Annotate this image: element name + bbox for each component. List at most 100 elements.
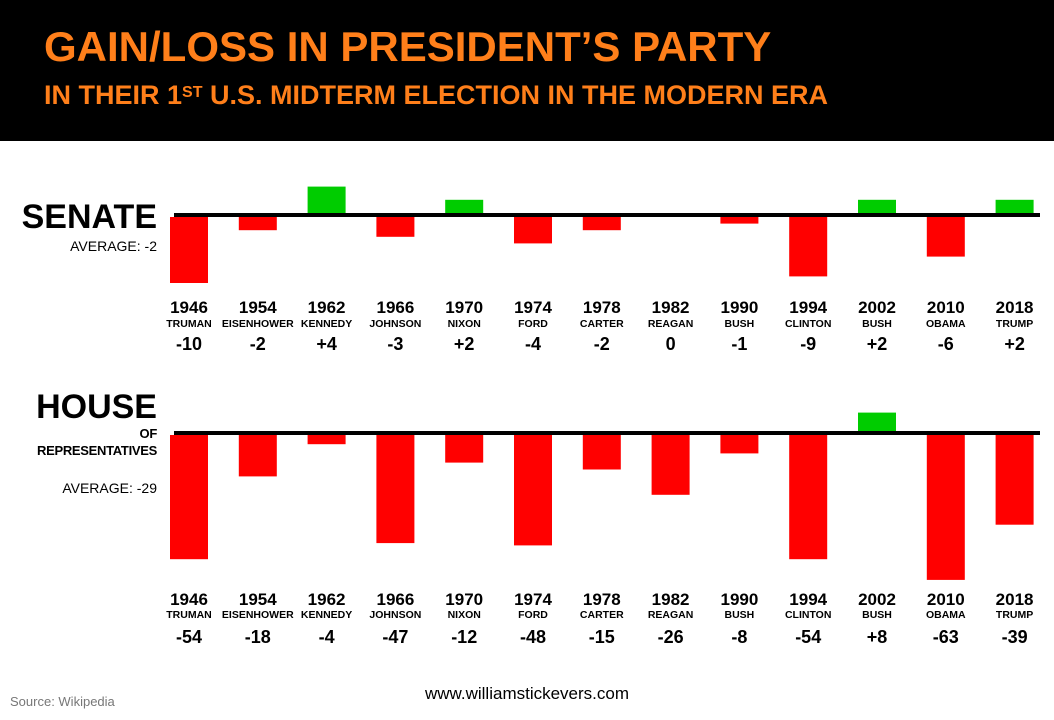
house-president-label: NIXON <box>448 609 481 621</box>
senate-average: AVERAGE: -2 <box>70 238 157 254</box>
senate-president-label: FORD <box>518 318 548 330</box>
house-year-label: 1978 <box>583 590 621 609</box>
house-value-label: -8 <box>731 627 747 647</box>
house-bar-1962 <box>307 435 346 445</box>
senate-year-label: 1962 <box>308 298 346 317</box>
house-subtitle-of: OF <box>139 426 158 441</box>
senate-bar-1962 <box>307 186 346 213</box>
house-value-label: -26 <box>658 627 684 647</box>
senate-bar-2010 <box>926 217 965 257</box>
house-president-label: CLINTON <box>785 609 831 621</box>
house-bar-1946 <box>170 435 208 560</box>
senate-value-label: -9 <box>800 334 816 354</box>
senate-president-label: EISENHOWER <box>222 318 294 330</box>
house-bar-1990 <box>720 435 759 454</box>
house-president-label: EISENHOWER <box>222 609 294 621</box>
senate-president-label: TRUMAN <box>166 318 212 330</box>
senate-president-label: CARTER <box>580 318 624 330</box>
senate-president-label: BUSH <box>725 318 755 330</box>
senate-president-label: REAGAN <box>648 318 694 330</box>
house-year-label: 1990 <box>720 590 758 609</box>
subtitle-prefix: IN THEIR 1 <box>44 80 183 110</box>
house-value-label: +8 <box>867 627 888 647</box>
senate-year-label: 1946 <box>170 298 208 317</box>
house-value-label: -54 <box>176 627 202 647</box>
house-value-label: -39 <box>1002 627 1028 647</box>
senate-president-label: BUSH <box>862 318 892 330</box>
source-note: Source: Wikipedia <box>10 694 115 709</box>
senate-bar-1978 <box>582 217 621 231</box>
subtitle-suffix: U.S. MIDTERM ELECTION IN THE MODERN ERA <box>202 80 828 110</box>
senate-bar-1946 <box>170 217 208 283</box>
house-value-label: -18 <box>245 627 271 647</box>
senate-president-label: OBAMA <box>926 318 966 330</box>
senate-year-label: 1990 <box>720 298 758 317</box>
house-year-label: 1974 <box>514 590 552 609</box>
house-bar-2010 <box>926 435 965 580</box>
senate-year-label: 2010 <box>927 298 965 317</box>
house-president-label: BUSH <box>725 609 755 621</box>
senate-bar-2018 <box>995 199 1034 213</box>
house-year-label: 1970 <box>445 590 483 609</box>
senate-bar-1974 <box>514 217 552 244</box>
house-year-label: 1994 <box>789 590 827 609</box>
senate-president-label: CLINTON <box>785 318 831 330</box>
house-subtitle-representatives: REPRESENTATIVES <box>37 443 157 458</box>
website-credit: www.williamstickevers.com <box>424 684 630 703</box>
senate-year-label: 1970 <box>445 298 483 317</box>
senate-value-label: -4 <box>525 334 541 354</box>
senate-year-label: 1954 <box>239 298 277 317</box>
senate-value-label: -2 <box>250 334 266 354</box>
house-value-label: -48 <box>520 627 546 647</box>
house-president-label: FORD <box>518 609 548 621</box>
senate-value-label: -3 <box>387 334 403 354</box>
house-year-label: 1982 <box>652 590 690 609</box>
house-president-label: CARTER <box>580 609 624 621</box>
house-bar-2018 <box>995 435 1034 525</box>
senate-value-label: -6 <box>938 334 954 354</box>
house-year-label: 1962 <box>308 590 346 609</box>
senate-value-label: +2 <box>1004 334 1025 354</box>
senate-value-label: +2 <box>867 334 888 354</box>
house-value-label: -63 <box>933 627 959 647</box>
house-president-label: REAGAN <box>648 609 694 621</box>
house-value-label: -15 <box>589 627 615 647</box>
senate-value-label: -10 <box>176 334 202 354</box>
senate-president-label: TRUMP <box>996 318 1033 330</box>
house-president-label: TRUMAN <box>166 609 212 621</box>
house-year-label: 2018 <box>996 590 1034 609</box>
senate-bar-1954 <box>238 217 277 231</box>
house-year-label: 1946 <box>170 590 208 609</box>
senate-year-label: 2002 <box>858 298 896 317</box>
house-bar-1970 <box>445 435 484 463</box>
house-value-label: -4 <box>319 627 335 647</box>
senate-value-label: -2 <box>594 334 610 354</box>
chart-title: GAIN/LOSS IN PRESIDENT’S PARTY <box>44 23 772 70</box>
senate-bar-1990 <box>720 217 759 224</box>
senate-president-label: NIXON <box>448 318 481 330</box>
senate-value-label: -1 <box>731 334 747 354</box>
house-bar-1966 <box>376 435 415 544</box>
house-president-label: KENNEDY <box>301 609 352 621</box>
senate-year-label: 2018 <box>996 298 1034 317</box>
senate-year-label: 1994 <box>789 298 827 317</box>
senate-bar-1994 <box>789 217 828 277</box>
house-president-label: OBAMA <box>926 609 966 621</box>
house-year-label: 1954 <box>239 590 277 609</box>
house-year-label: 1966 <box>376 590 414 609</box>
house-president-label: TRUMP <box>996 609 1033 621</box>
house-bar-1982 <box>651 435 690 495</box>
house-title: HOUSE <box>36 388 157 426</box>
senate-president-label: KENNEDY <box>301 318 352 330</box>
senate-year-label: 1982 <box>652 298 690 317</box>
house-bar-1974 <box>514 435 552 546</box>
house-bar-1954 <box>238 435 277 477</box>
senate-year-label: 1974 <box>514 298 552 317</box>
chart-subtitle: IN THEIR 1ST U.S. MIDTERM ELECTION IN TH… <box>44 77 828 113</box>
subtitle-superscript: ST <box>182 84 203 101</box>
house-bar-1978 <box>582 435 621 470</box>
house-year-label: 2010 <box>927 590 965 609</box>
house-president-label: BUSH <box>862 609 892 621</box>
